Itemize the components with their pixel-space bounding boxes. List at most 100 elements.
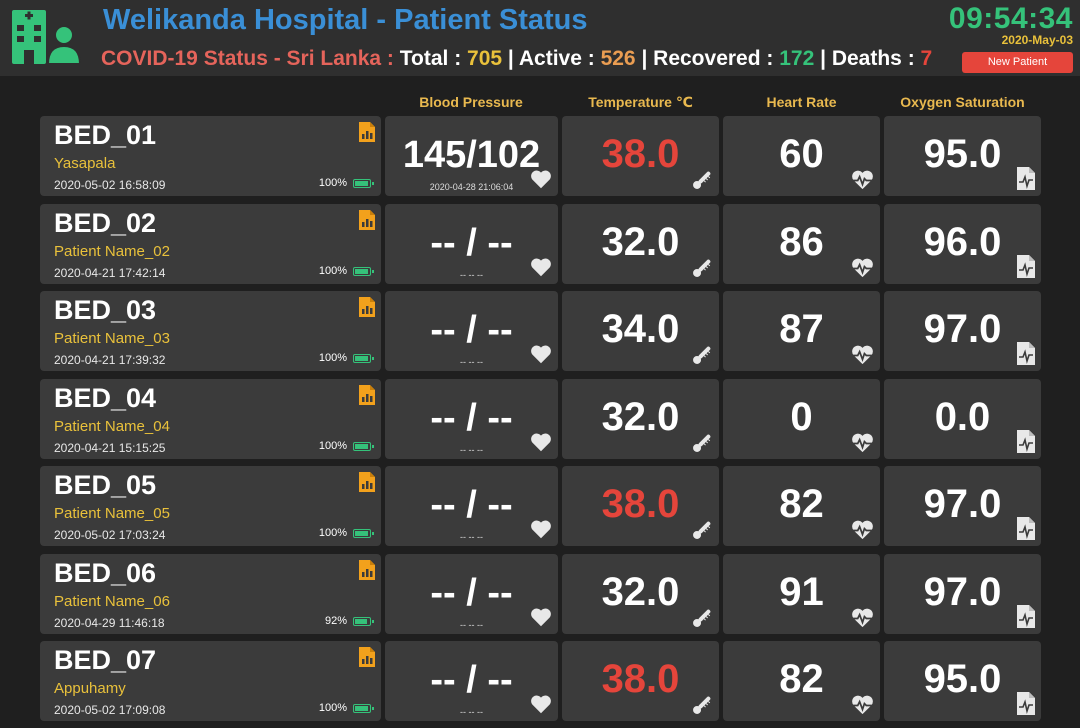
temperature-value: 38.0 xyxy=(601,657,680,701)
heart-rate-value: 87 xyxy=(779,307,824,351)
blood-pressure-time: -- -- -- xyxy=(460,707,483,717)
oxygen-saturation-card[interactable]: 95.0 xyxy=(884,641,1041,721)
oxygen-saturation-card[interactable]: 97.0 xyxy=(884,291,1041,371)
heart-pulse-icon xyxy=(851,170,874,190)
heart-pulse-icon xyxy=(851,695,874,715)
thermometer-icon xyxy=(690,256,714,280)
report-icon[interactable] xyxy=(358,646,376,668)
bed-card[interactable]: BED_06 Patient Name_06 2020-04-29 11:46:18… xyxy=(40,554,381,634)
thermometer-icon xyxy=(690,431,714,455)
blood-pressure-card[interactable]: -- / -- -- -- -- xyxy=(385,466,558,546)
report-icon[interactable] xyxy=(358,209,376,231)
oxygen-saturation-value: 95.0 xyxy=(923,657,1002,701)
heart-rate-card[interactable]: 82 xyxy=(723,466,880,546)
battery-icon xyxy=(353,267,374,276)
thermometer-icon xyxy=(690,693,714,717)
bed-card[interactable]: BED_01 Yasapala 2020-05-02 16:58:09 100% xyxy=(40,116,381,196)
heart-pulse-icon xyxy=(851,520,874,540)
blood-pressure-value: 145/102 xyxy=(402,134,541,176)
temperature-card[interactable]: 38.0 xyxy=(562,641,719,721)
oxygen-saturation-value: 0.0 xyxy=(934,395,991,439)
active-value: 526 xyxy=(600,47,636,70)
pulse-document-icon xyxy=(1016,254,1036,279)
blood-pressure-value: -- / -- xyxy=(430,222,513,264)
covid-status-line: COVID-19 Status - Sri Lanka : Total : 70… xyxy=(101,47,932,71)
thermometer-icon xyxy=(690,168,714,192)
heart-rate-value: 60 xyxy=(779,132,824,176)
bed-name: BED_07 xyxy=(54,645,157,675)
bed-card[interactable]: BED_02 Patient Name_02 2020-04-21 17:42:14… xyxy=(40,204,381,284)
pulse-document-icon xyxy=(1016,166,1036,191)
new-patient-button[interactable]: New Patient xyxy=(962,52,1073,73)
pulse-document-icon xyxy=(1016,691,1036,716)
battery-icon xyxy=(353,354,374,363)
report-icon[interactable] xyxy=(358,121,376,143)
report-icon[interactable] xyxy=(358,384,376,406)
heart-rate-card[interactable]: 87 xyxy=(723,291,880,371)
heart-rate-card[interactable]: 91 xyxy=(723,554,880,634)
blood-pressure-card[interactable]: -- / -- -- -- -- xyxy=(385,379,558,459)
heart-rate-card[interactable]: 86 xyxy=(723,204,880,284)
column-header-temperature: Temperature ℃ xyxy=(588,94,693,110)
blood-pressure-value: -- / -- xyxy=(430,484,513,526)
battery-icon xyxy=(353,179,374,188)
total-value: 705 xyxy=(467,47,503,70)
temperature-card[interactable]: 34.0 xyxy=(562,291,719,371)
patient-name: Patient Name_04 xyxy=(54,418,170,435)
oxygen-saturation-card[interactable]: 97.0 xyxy=(884,466,1041,546)
temperature-card[interactable]: 32.0 xyxy=(562,554,719,634)
blood-pressure-card[interactable]: -- / -- -- -- -- xyxy=(385,641,558,721)
battery-icon xyxy=(353,617,374,626)
patient-name: Appuhamy xyxy=(54,680,126,697)
blood-pressure-card[interactable]: 145/102 2020-04-28 21:06:04 xyxy=(385,116,558,196)
report-icon[interactable] xyxy=(358,296,376,318)
patient-name: Patient Name_05 xyxy=(54,505,170,522)
temperature-card[interactable]: 38.0 xyxy=(562,466,719,546)
blood-pressure-time: 2020-04-28 21:06:04 xyxy=(429,182,514,192)
heart-icon xyxy=(530,344,552,364)
temperature-card[interactable]: 38.0 xyxy=(562,116,719,196)
oxygen-saturation-card[interactable]: 0.0 xyxy=(884,379,1041,459)
bed-card[interactable]: BED_07 Appuhamy 2020-05-02 17:09:08 100% xyxy=(40,641,381,721)
heart-pulse-icon xyxy=(851,433,874,453)
thermometer-icon xyxy=(690,518,714,542)
oxygen-saturation-value: 95.0 xyxy=(923,132,1002,176)
blood-pressure-card[interactable]: -- / -- -- -- -- xyxy=(385,204,558,284)
oxygen-saturation-value: 96.0 xyxy=(923,220,1002,264)
patient-name: Patient Name_02 xyxy=(54,243,170,260)
date: 2020-May-03 xyxy=(1001,33,1073,47)
patient-name: Patient Name_03 xyxy=(54,330,170,347)
bed-name: BED_01 xyxy=(54,120,157,150)
battery-icon xyxy=(353,704,374,713)
blood-pressure-time: -- -- -- xyxy=(460,620,483,630)
oxygen-saturation-card[interactable]: 97.0 xyxy=(884,554,1041,634)
blood-pressure-time: -- -- -- xyxy=(460,532,483,542)
temperature-value: 32.0 xyxy=(601,220,680,264)
oxygen-saturation-value: 97.0 xyxy=(923,570,1002,614)
column-header-heart-rate: Heart Rate xyxy=(766,94,837,110)
battery-percent: 100% xyxy=(318,702,347,714)
blood-pressure-time: -- -- -- xyxy=(460,270,483,280)
report-icon[interactable] xyxy=(358,559,376,581)
bed-card[interactable]: BED_03 Patient Name_03 2020-04-21 17:39:32… xyxy=(40,291,381,371)
bed-card[interactable]: BED_04 Patient Name_04 2020-04-21 15:15:25… xyxy=(40,379,381,459)
blood-pressure-card[interactable]: -- / -- -- -- -- xyxy=(385,291,558,371)
heart-pulse-icon xyxy=(851,258,874,278)
heart-rate-card[interactable]: 60 xyxy=(723,116,880,196)
temperature-card[interactable]: 32.0 xyxy=(562,379,719,459)
heart-rate-card[interactable]: 0 xyxy=(723,379,880,459)
report-icon[interactable] xyxy=(358,471,376,493)
bed-card[interactable]: BED_05 Patient Name_05 2020-05-02 17:03:24… xyxy=(40,466,381,546)
oxygen-saturation-card[interactable]: 96.0 xyxy=(884,204,1041,284)
blood-pressure-card[interactable]: -- / -- -- -- -- xyxy=(385,554,558,634)
heart-rate-card[interactable]: 82 xyxy=(723,641,880,721)
temperature-card[interactable]: 32.0 xyxy=(562,204,719,284)
oxygen-saturation-card[interactable]: 95.0 xyxy=(884,116,1041,196)
heart-icon xyxy=(530,257,552,277)
oxygen-saturation-value: 97.0 xyxy=(923,307,1002,351)
header-bar: Welikanda Hospital - Patient Status COVI… xyxy=(0,0,1080,76)
bed-last-update: 2020-05-02 17:09:08 xyxy=(54,703,166,717)
blood-pressure-time: -- -- -- xyxy=(460,445,483,455)
heart-rate-value: 0 xyxy=(790,395,813,439)
bed-name: BED_03 xyxy=(54,295,157,325)
